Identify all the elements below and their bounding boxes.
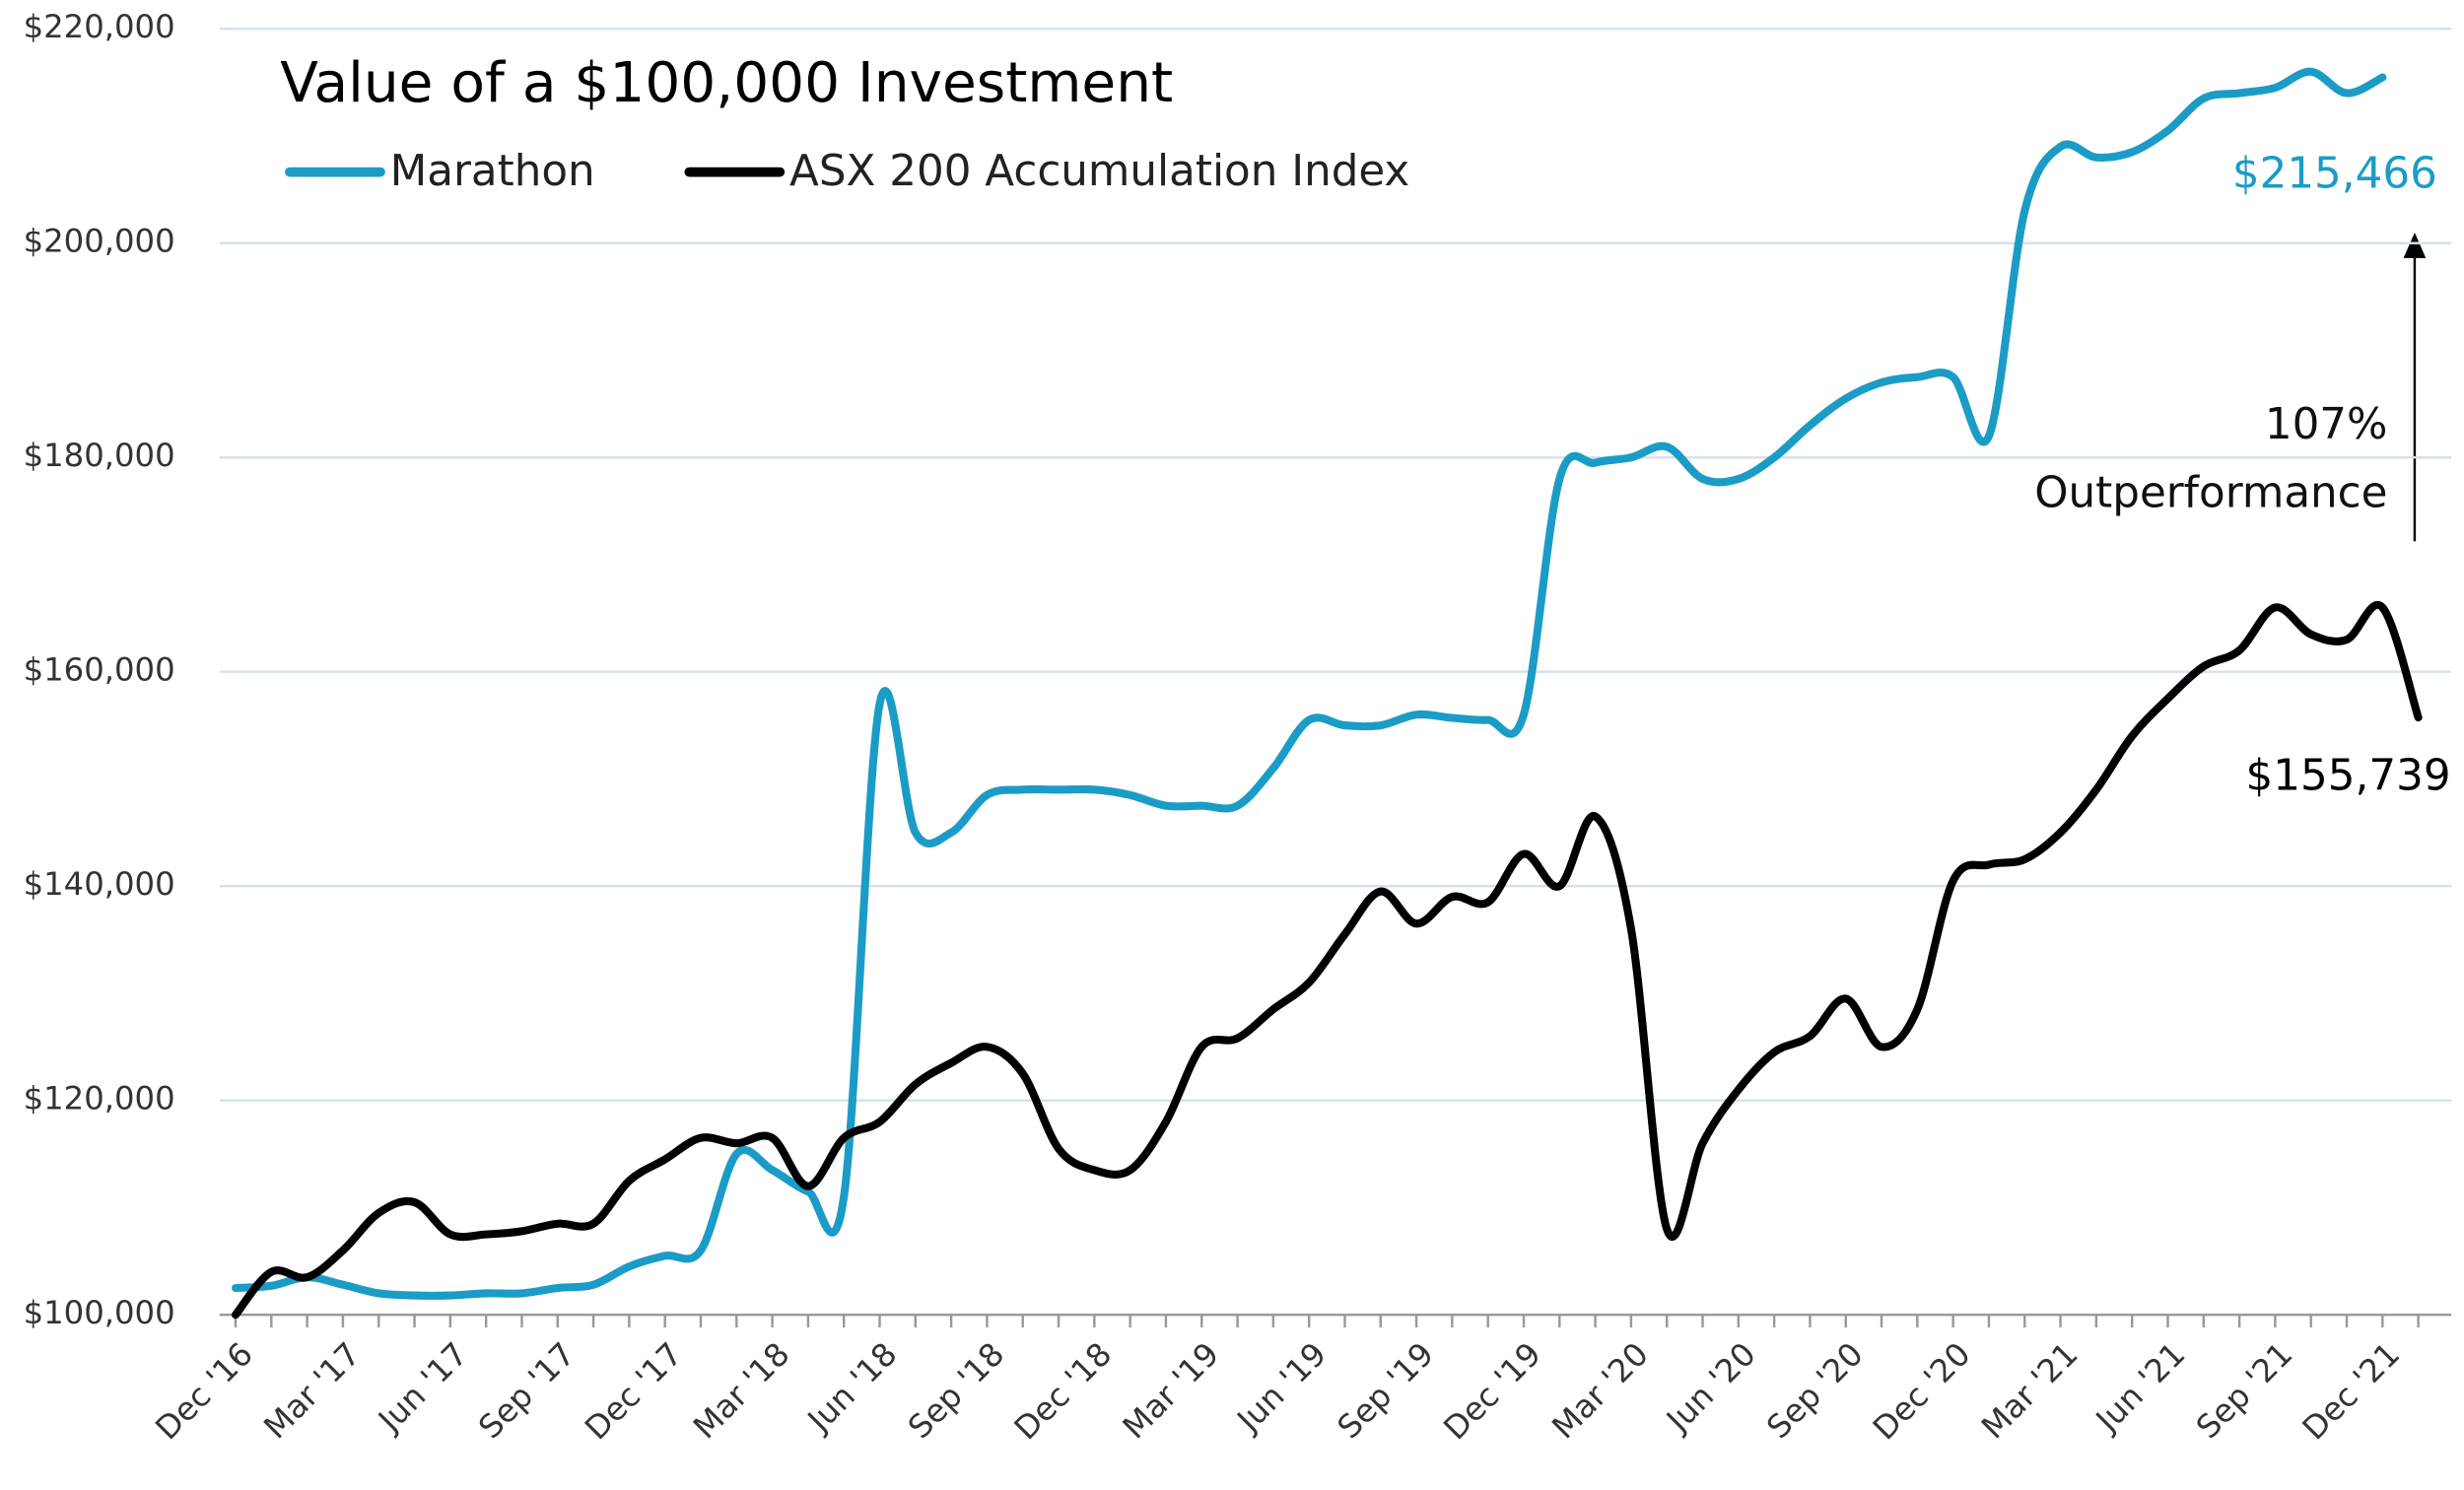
legend-label: ASX 200 Accumulation Index — [789, 147, 1409, 196]
y-tick-label: $100,000 — [24, 1294, 175, 1331]
y-tick-label: $120,000 — [24, 1080, 175, 1118]
x-tick-label: Mar '20 — [1544, 1335, 1656, 1447]
x-tick-label: Sep '21 — [2189, 1335, 2299, 1446]
x-tick-label: Jun '21 — [2088, 1335, 2193, 1441]
y-tick-label: $220,000 — [24, 8, 175, 45]
data-label: $155,739 — [2246, 751, 2451, 800]
x-tick-label: Dec '17 — [578, 1335, 690, 1448]
annotation: 107% — [2265, 400, 2388, 449]
x-tick-label: Jun '17 — [370, 1335, 475, 1441]
data-label: $215,466 — [2232, 150, 2437, 199]
x-tick-label: Mar '21 — [1974, 1335, 2086, 1447]
y-tick-label: $160,000 — [24, 651, 175, 689]
y-tick-label: $140,000 — [24, 865, 175, 903]
x-tick-label: Jun '18 — [799, 1335, 905, 1441]
y-tick-label: $200,000 — [24, 223, 175, 260]
x-tick-label: Sep '18 — [901, 1335, 1011, 1446]
series-line — [231, 600, 2423, 1320]
y-tick-label: $180,000 — [24, 437, 175, 474]
chart-title: Value of a $100,000 Investment — [280, 51, 1173, 115]
legend-label: Marathon — [390, 147, 595, 196]
x-tick-label: Mar '19 — [1116, 1335, 1227, 1447]
x-tick-label: Sep '17 — [471, 1335, 582, 1446]
x-tick-label: Sep '19 — [1331, 1335, 1441, 1446]
x-tick-label: Jun '20 — [1658, 1335, 1763, 1441]
x-tick-label: Dec '20 — [1866, 1335, 1978, 1448]
x-tick-label: Dec '21 — [2295, 1335, 2408, 1448]
x-tick-label: Jun '19 — [1229, 1335, 1335, 1441]
x-tick-label: Dec '18 — [1007, 1335, 1120, 1448]
x-tick-label: Dec '16 — [148, 1335, 260, 1448]
arrow-head — [2403, 232, 2427, 258]
annotation: Outperformance — [2034, 468, 2387, 517]
series-line — [231, 67, 2387, 1300]
x-tick-label: Mar '18 — [686, 1335, 797, 1447]
x-tick-label: Dec '19 — [1436, 1335, 1548, 1448]
x-tick-label: Sep '20 — [1759, 1335, 1870, 1446]
x-tick-label: Mar '17 — [256, 1335, 368, 1447]
